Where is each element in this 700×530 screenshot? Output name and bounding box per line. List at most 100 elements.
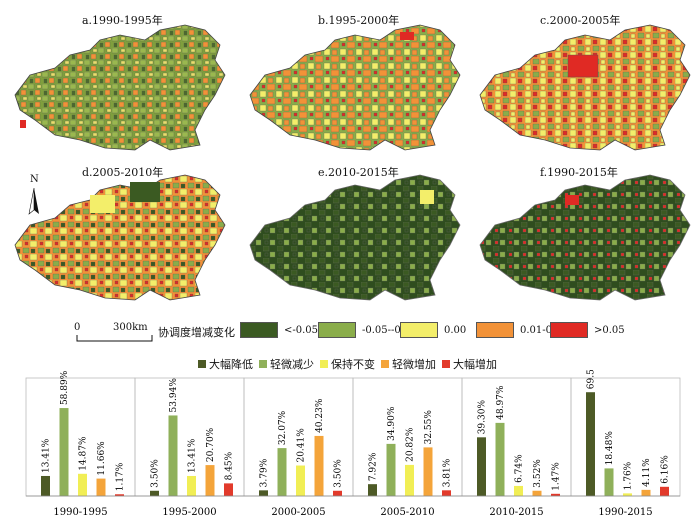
- bar: [59, 408, 69, 496]
- bar-value-label: 7.92%: [369, 452, 379, 481]
- bar: [259, 490, 268, 496]
- bar: [551, 493, 560, 496]
- maps-area: [14, 24, 691, 301]
- bar-value-label: 14.87%: [79, 436, 89, 471]
- bar-value-label: 32.55%: [424, 410, 434, 445]
- scale-distance: 300km: [113, 322, 148, 333]
- bar-value-label: 3.79%: [260, 458, 270, 487]
- bar-value-label: 69.50%: [587, 370, 597, 389]
- legend-swatch: [240, 322, 278, 338]
- bar-value-label: 6.74%: [515, 454, 525, 483]
- bar-value-label: 6.16%: [661, 455, 671, 484]
- map-e: [249, 174, 461, 301]
- bar: [641, 489, 651, 496]
- map-title-b: b.1995-2000年: [318, 14, 400, 27]
- map-d: [14, 174, 226, 301]
- legend-item: -0.05--0.01: [318, 322, 417, 338]
- bar-value-label: 4.11%: [642, 458, 652, 487]
- bar: [333, 490, 342, 496]
- bar-value-label: 11.66%: [97, 441, 107, 476]
- map-title-a: a.1990-1995年: [82, 14, 163, 27]
- category-label: 1995-2000: [162, 507, 216, 518]
- bar-legend-item: 轻微增加: [381, 356, 436, 372]
- legend-label: 0.01-0.05: [520, 324, 568, 336]
- bar: [405, 464, 414, 496]
- bar-value-label: 8.45%: [225, 451, 235, 480]
- map-title-e: e.2010-2015年: [318, 166, 399, 179]
- legend-label: 0.00: [444, 324, 467, 336]
- legend-label: >0.05: [594, 324, 625, 336]
- bar: [368, 484, 377, 496]
- bar-value-label: 32.07%: [278, 410, 288, 445]
- legend-swatch: [476, 322, 514, 338]
- bar: [296, 465, 305, 496]
- bar: [495, 422, 505, 496]
- bar: [423, 447, 433, 496]
- bar: [41, 475, 50, 496]
- category-label: 2000-2005: [271, 507, 325, 518]
- bar: [150, 490, 159, 496]
- bar-legend: 大幅降低 轻微减少 保持不变 轻微增加 大幅增加: [198, 356, 503, 372]
- scale-zero: 0: [74, 322, 81, 333]
- bar-value-label: 13.41%: [42, 438, 52, 473]
- bar: [314, 435, 324, 496]
- bar-value-label: 3.50%: [334, 459, 344, 488]
- bar-legend-item: 大幅降低: [198, 356, 253, 372]
- legend-title: 协调度增减变化: [158, 326, 235, 339]
- bar: [477, 437, 486, 496]
- map-b: [249, 24, 461, 151]
- bar-value-label: 1.17%: [116, 462, 126, 491]
- bar-legend-item: 保持不变: [320, 356, 375, 372]
- map-title-c: c.2000-2005年: [540, 14, 621, 27]
- map-c: [479, 24, 691, 151]
- north-arrow-icon: [28, 187, 39, 215]
- bar-value-label: 3.50%: [151, 459, 161, 488]
- bar: [660, 486, 669, 496]
- bar-legend-item: 大幅增加: [442, 356, 497, 372]
- bar: [168, 415, 178, 496]
- bar-value-label: 3.52%: [533, 459, 543, 488]
- legend-item: >0.05: [550, 322, 625, 338]
- bar-value-label: 58.89%: [60, 370, 70, 405]
- legend-label: -0.05--0.01: [362, 324, 417, 336]
- bar: [277, 448, 287, 496]
- legend-swatch: [400, 322, 438, 338]
- bar: [604, 468, 614, 496]
- category-label: 1990-1995: [53, 507, 107, 518]
- bar-value-label: 39.30%: [478, 400, 488, 435]
- legend-swatch: [550, 322, 588, 338]
- category-label: 2005-2010: [380, 507, 434, 518]
- map-title-f: f.1990-2015年: [540, 166, 618, 179]
- bar: [78, 473, 87, 496]
- map-f: [479, 174, 691, 301]
- bar: [514, 485, 523, 496]
- bar: [623, 493, 632, 496]
- category-label: 2010-2015: [489, 507, 543, 518]
- bar-value-label: 53.94%: [169, 378, 179, 413]
- bar-value-label: 40.23%: [315, 398, 325, 433]
- bar: [442, 490, 451, 496]
- bar-value-label: 48.97%: [496, 385, 506, 420]
- bar-value-label: 3.81%: [443, 458, 453, 487]
- legend-item: <-0.05: [240, 322, 318, 338]
- legend-label: <-0.05: [284, 324, 319, 336]
- bar: [532, 490, 542, 496]
- bar-value-label: 1.76%: [624, 461, 634, 490]
- bar-value-label: 34.90%: [387, 406, 397, 441]
- bar-value-label: 20.70%: [206, 427, 216, 462]
- map-a: [14, 24, 226, 151]
- category-label: 1990-2015: [598, 507, 652, 518]
- bar-value-label: 20.82%: [406, 427, 416, 462]
- bar-legend-item: 轻微减少: [259, 356, 314, 372]
- bar-value-label: 18.48%: [605, 431, 615, 466]
- bar-value-label: 1.47%: [552, 462, 562, 491]
- bar: [224, 483, 233, 496]
- bar: [205, 465, 215, 496]
- bar: [96, 478, 106, 496]
- bar: [386, 443, 396, 496]
- legend-item: 0.01-0.05: [476, 322, 568, 338]
- scale-bar: [76, 335, 153, 342]
- map-title-d: d.2005-2010年: [82, 166, 164, 179]
- bar-value-label: 13.41%: [188, 438, 198, 473]
- bar: [115, 494, 124, 496]
